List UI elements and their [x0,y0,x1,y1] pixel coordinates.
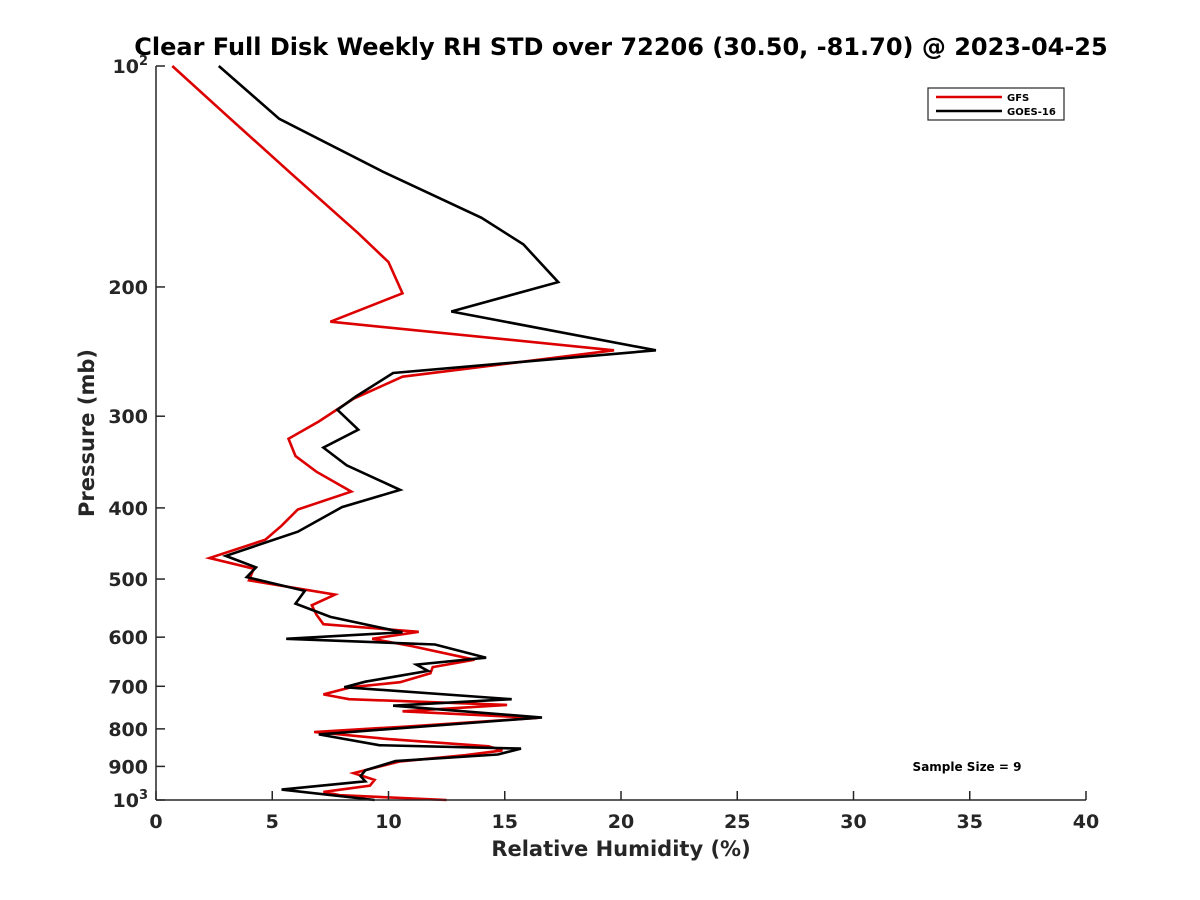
legend-label-goes16: GOES-16 [1007,107,1056,118]
y-tick-label: 500 [108,569,148,591]
x-tick-label: 25 [724,811,750,833]
sample-size-annotation: Sample Size = 9 [913,760,1022,774]
x-tick-label: 5 [266,811,279,833]
x-axis-ticks: 0 5 10 15 20 25 30 35 40 [149,791,1099,833]
series-layer [171,65,657,802]
y-tick-label: 900 [108,756,148,778]
y-axis-ticks: 102 200 300 400 500 600 700 800 900 103 [108,54,165,812]
y-axis-label: Pressure (mb) [75,349,99,517]
legend-label-gfs: GFS [1007,93,1029,104]
chart-title: Clear Full Disk Weekly RH STD over 72206… [134,33,1107,61]
x-axis-label: Relative Humidity (%) [491,837,750,861]
y-tick-label: 200 [108,277,148,299]
legend-box [927,87,1065,121]
x-tick-label: 10 [375,811,401,833]
y-tick-label: 300 [108,406,148,428]
y-tick-label: 103 [113,788,149,812]
x-tick-label: 15 [492,811,518,833]
x-tick-label: 30 [840,811,866,833]
x-tick-label: 0 [149,811,162,833]
y-tick-label: 600 [108,627,148,649]
y-tick-label: 800 [108,719,148,741]
x-tick-label: 20 [608,811,634,833]
series-line-goes16 [217,65,657,802]
x-tick-label: 35 [957,811,983,833]
y-tick-label: 700 [108,676,148,698]
y-tick-label: 400 [108,498,148,520]
x-tick-label: 40 [1073,811,1099,833]
y-tick-label: 102 [113,54,149,78]
plot-area: 0 5 10 15 20 25 30 35 40 102 200 300 400 500 600 700 80… [108,54,1099,833]
legend: GFS GOES-16 [927,87,1065,121]
